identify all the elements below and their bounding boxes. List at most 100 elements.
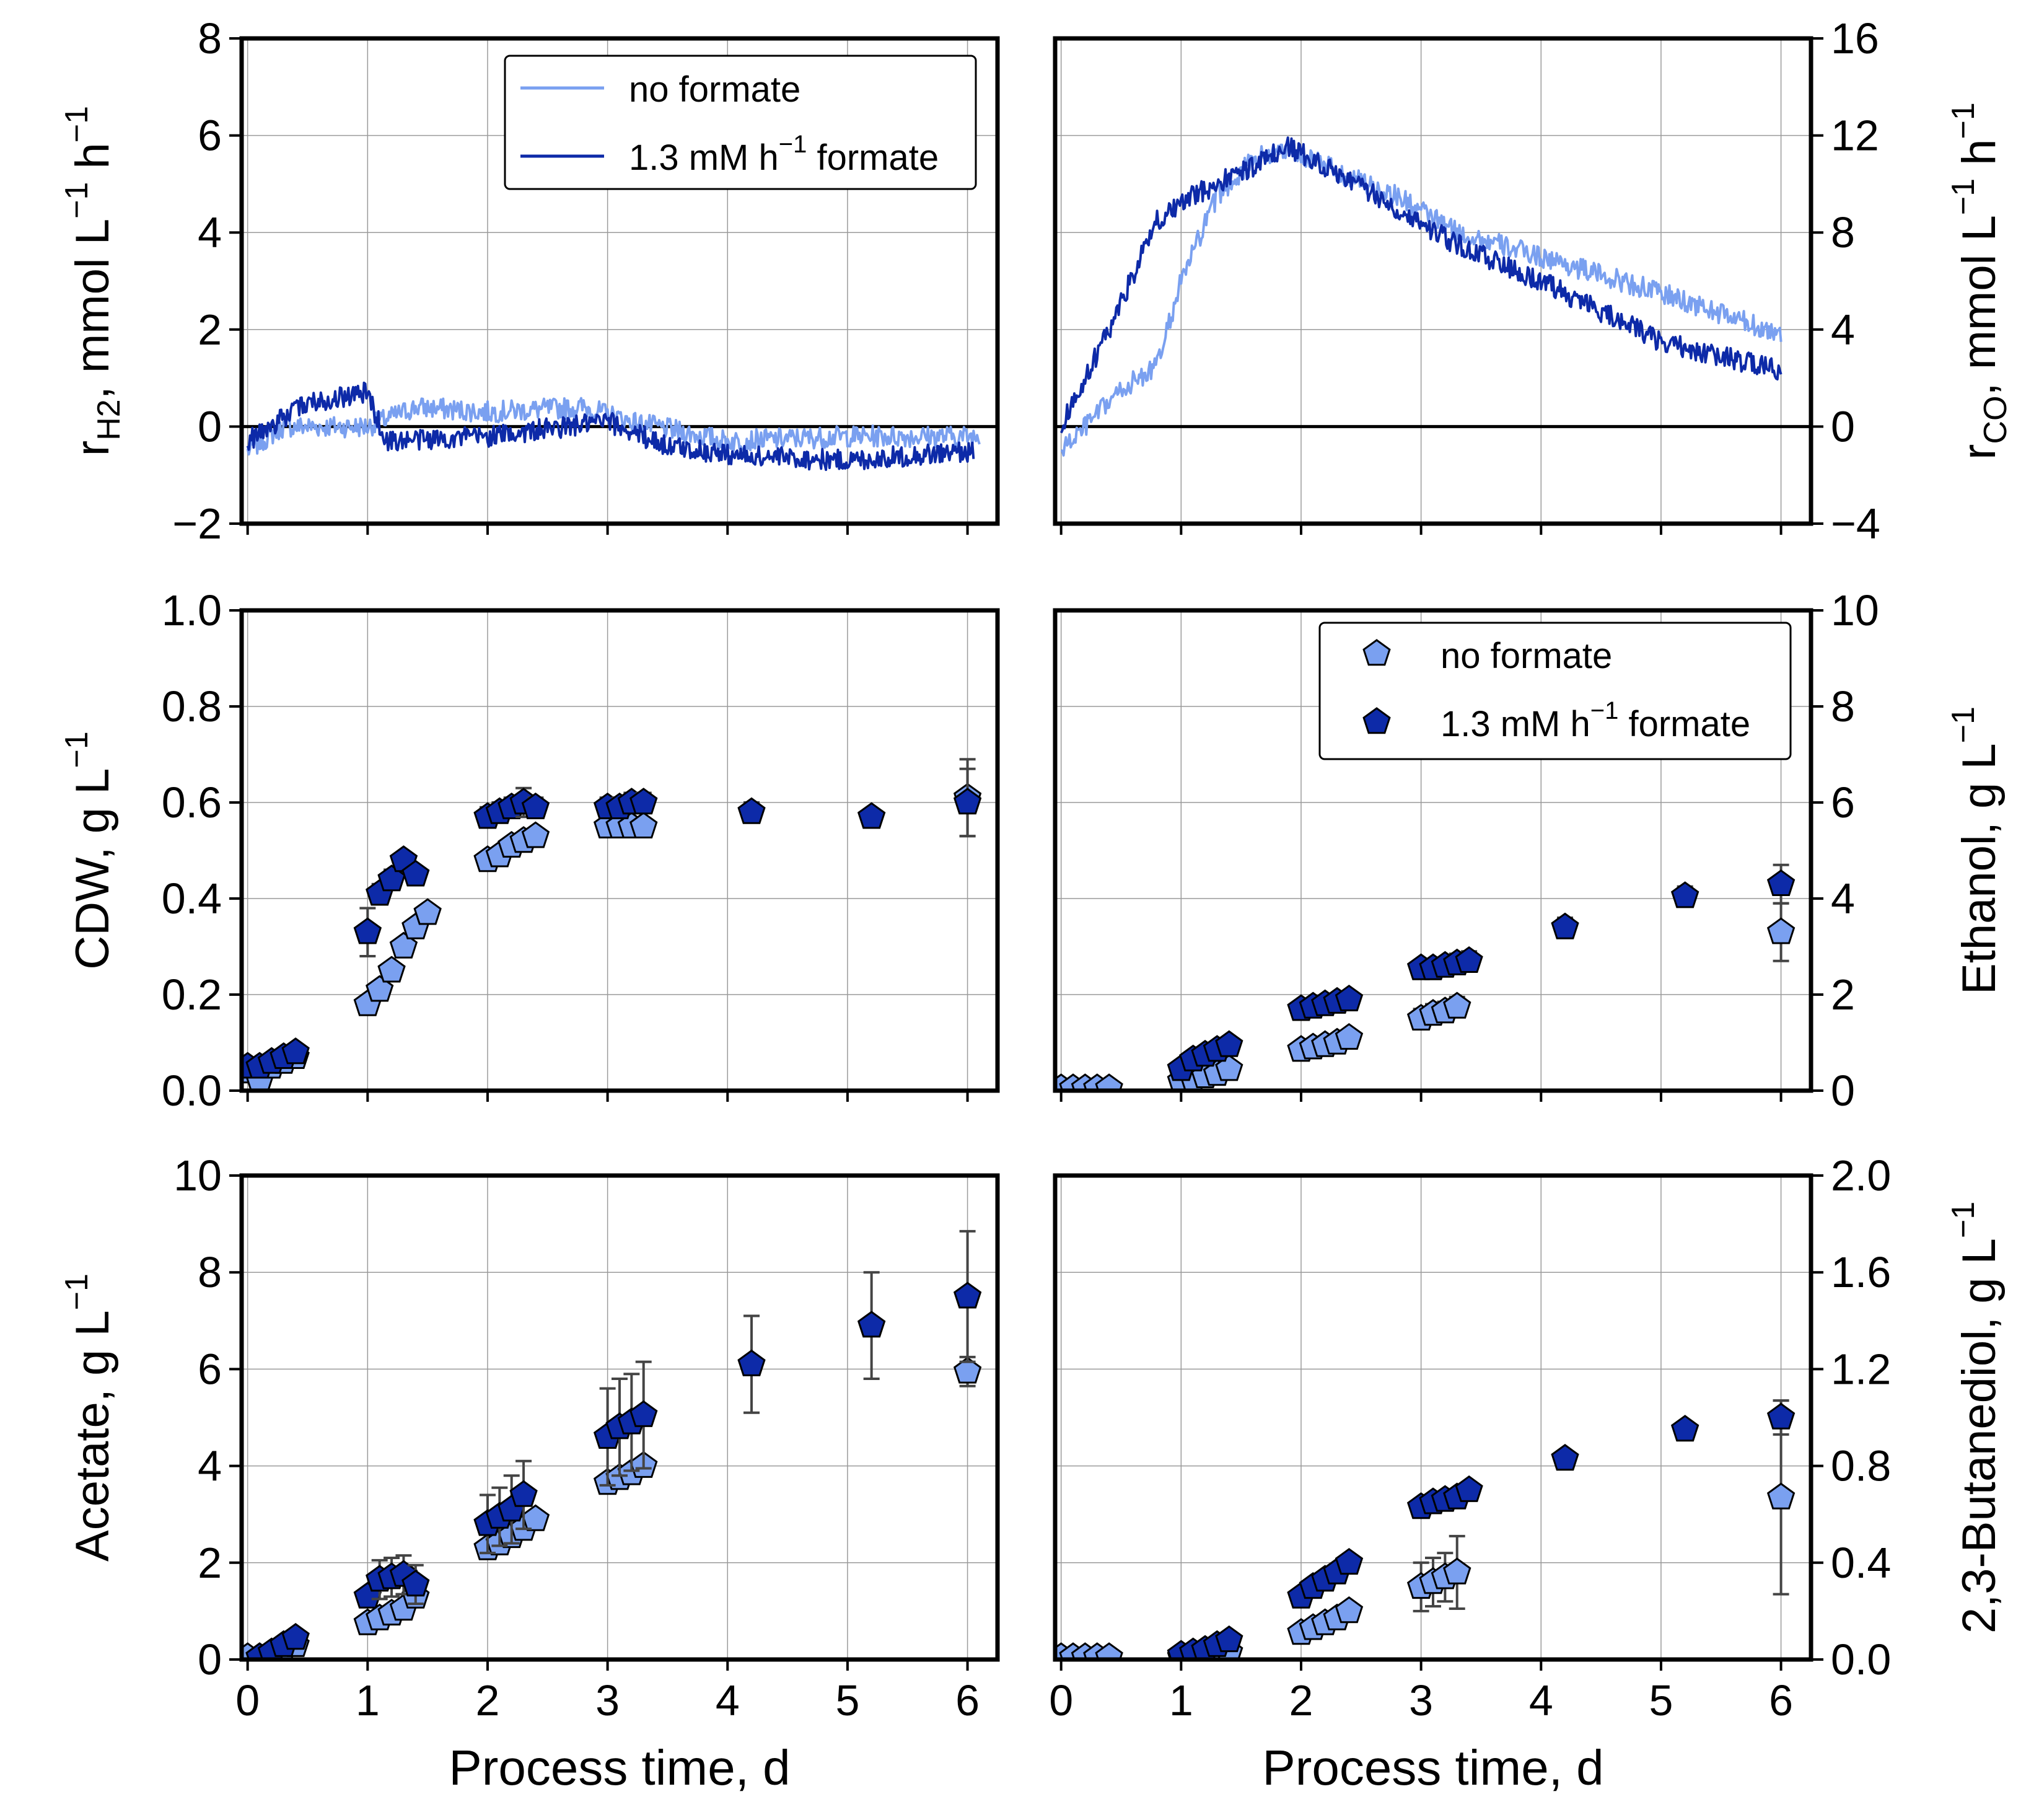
data-point [281, 1037, 310, 1065]
y-tick-label: 12 [1831, 112, 1879, 160]
y-tick-label: −4 [1831, 499, 1880, 548]
y-tick-label: 0 [198, 402, 222, 451]
data-point [629, 1400, 658, 1427]
y-tick-label: 0.4 [162, 874, 222, 923]
y-tick-label: 10 [173, 1151, 222, 1200]
data-point [1766, 917, 1796, 944]
x-axis-label-right: Process time, d [1262, 1740, 1603, 1795]
data-point [521, 1504, 550, 1531]
y-tick-label: 0.8 [1831, 1442, 1891, 1490]
y-tick-label: 0.8 [162, 682, 222, 731]
series-line-formate [1059, 136, 1782, 434]
y-tick-label: 4 [198, 208, 222, 257]
y-axis-label: CDW, g L−1 [59, 731, 119, 970]
y-tick-label: 2 [198, 306, 222, 354]
data-point [1766, 1482, 1796, 1510]
axes-frame [239, 608, 1000, 1093]
x-tick-label: 1 [1169, 1676, 1193, 1725]
y-axis-label: rH2, mmol L−1 h−1 [59, 106, 127, 456]
y-tick-label: 0.0 [1831, 1635, 1891, 1684]
series-formate [245, 1229, 982, 1660]
legend-lines: no formate 1.3 mM h−1 formate [504, 55, 977, 190]
series-formate [242, 767, 982, 1079]
x-tick-label: 3 [1409, 1676, 1433, 1725]
data-point [281, 1623, 310, 1650]
data-point [857, 802, 886, 829]
x-tick-label: 4 [716, 1676, 740, 1725]
data-point [1455, 1475, 1483, 1502]
grid [242, 610, 998, 1091]
plot-area [246, 381, 981, 472]
y-tick-label: 0 [1831, 402, 1855, 451]
series-formate [1167, 1399, 1796, 1660]
axes-frame [1053, 608, 1813, 1093]
x-tick-label: 2 [1289, 1676, 1313, 1725]
plot-area [1055, 1399, 1796, 1660]
grid [1055, 38, 1811, 524]
y-axis-label: 2,3-Butanediol, g L−1 [1945, 1202, 2006, 1633]
data-point [1455, 946, 1483, 973]
y-tick-label: 10 [1831, 586, 1879, 635]
data-point [521, 792, 550, 819]
data-point [737, 797, 766, 824]
y-tick-label: 0 [1831, 1066, 1855, 1115]
panel-rh2: −2 0 2 4 6 8 rH2, mmol L−1 h−1 no formate 1.3 mM… [59, 14, 1000, 548]
y-tick-label: 0 [198, 1635, 222, 1684]
y-axis-label: Ethanol, g L−1 [1945, 706, 2006, 995]
data-point [629, 811, 658, 838]
y-tick-label: 2 [1831, 970, 1855, 1019]
y-axis-label: rCO, mmol L−1 h−1 [1945, 102, 2014, 460]
data-point [953, 1281, 982, 1309]
data-point [953, 788, 982, 815]
y-tick-label: 4 [1831, 874, 1855, 923]
y-tick-label: 4 [198, 1442, 222, 1490]
plot-area [1059, 136, 1782, 457]
data-point [1670, 1415, 1699, 1442]
y-tick-label: 1.0 [162, 586, 222, 635]
y-tick-label: 6 [198, 112, 222, 160]
data-point [1095, 1642, 1123, 1660]
data-point [1335, 984, 1364, 1011]
y-tick-label: 8 [1831, 682, 1855, 731]
data-point [1335, 1022, 1364, 1050]
y-tick-label: 0.6 [162, 778, 222, 827]
data-point [1551, 912, 1579, 939]
data-point [1551, 1444, 1579, 1471]
data-point [1766, 1402, 1796, 1430]
y-tick-label: 1.2 [1831, 1345, 1891, 1393]
data-point [401, 859, 430, 887]
legend-label-no-formate: no formate [1440, 636, 1612, 676]
x-tick-label: 2 [476, 1676, 500, 1725]
axes-frame [1053, 36, 1813, 526]
series-line-formate [246, 381, 975, 472]
data-point [1443, 991, 1471, 1019]
y-tick-label: 0.0 [162, 1066, 222, 1115]
panel-rco: −4 0 4 8 12 16 rCO, mmol L−1 h−1 [1053, 14, 2014, 548]
x-tick-label: 6 [955, 1676, 980, 1725]
axes-frame [239, 36, 1000, 526]
y-tick-label: 16 [1831, 14, 1879, 63]
axis-ticks [1059, 37, 1823, 535]
legend-label-formate: 1.3 mM h−1 formate [1440, 697, 1750, 744]
data-point [509, 1480, 538, 1507]
x-tick-label: 1 [356, 1676, 380, 1725]
legend-marker-no-formate [1362, 639, 1391, 666]
panel-butanediol: 0.0 0.4 0.8 1.2 1.6 2.0 0 1 2 3 4 5 6 2,3-Butanediol,… [1049, 1151, 2006, 1725]
plot-area [1055, 863, 1796, 1091]
data-point [737, 1349, 766, 1376]
data-point [1335, 1596, 1364, 1624]
y-tick-label: 8 [198, 1248, 222, 1296]
data-point [953, 1356, 982, 1384]
data-point [1215, 1030, 1243, 1057]
plot-area [242, 1229, 982, 1660]
axis-ticks [229, 1174, 969, 1671]
data-point [521, 821, 550, 848]
data-point [1095, 1073, 1123, 1091]
y-tick-label: 6 [1831, 778, 1855, 827]
legend-markers: no formate 1.3 mM h−1 formate [1318, 622, 1792, 760]
panel-ethanol: 0 2 4 6 8 10 Ethanol, g L−1 no formate 1.3 mM h−… [1053, 586, 2006, 1115]
legend-marker-formate [1362, 707, 1391, 734]
x-tick-label: 5 [835, 1676, 859, 1725]
x-tick-label: 3 [595, 1676, 620, 1725]
